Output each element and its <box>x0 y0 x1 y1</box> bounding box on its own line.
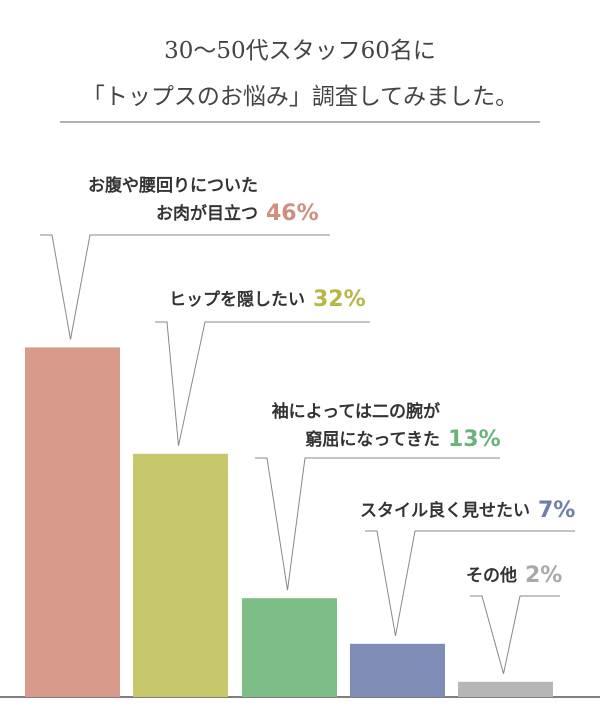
callout-line <box>155 321 370 446</box>
value-label: 32% <box>313 287 366 312</box>
category-label: お腹や腰回りについた <box>88 175 258 196</box>
category-label: 窮屈になってきた <box>305 429 440 450</box>
value-label: 46% <box>266 201 319 226</box>
bar <box>350 643 445 697</box>
category-label: 袖によっては二の腕が <box>272 401 440 422</box>
value-label: 7% <box>538 498 575 523</box>
category-label: その他 <box>466 565 517 586</box>
callout-line <box>470 595 560 674</box>
bar <box>25 347 120 697</box>
category-label: スタイル良く見せたい <box>360 500 530 521</box>
callout-line <box>365 530 575 636</box>
value-label: 2% <box>525 563 562 588</box>
category-label: ヒップを隠したい <box>169 289 305 310</box>
chart-title: 30〜50代スタッフ60名に <box>164 38 436 64</box>
bar <box>133 453 228 697</box>
value-label: 13% <box>448 427 501 452</box>
callout-line <box>255 457 500 591</box>
bar <box>458 681 553 697</box>
callout-line <box>40 234 330 340</box>
bar <box>242 598 337 697</box>
category-label: お肉が目立つ <box>156 203 258 224</box>
chart-title: 「トップスのお悩み」調査してみました。 <box>82 84 518 110</box>
